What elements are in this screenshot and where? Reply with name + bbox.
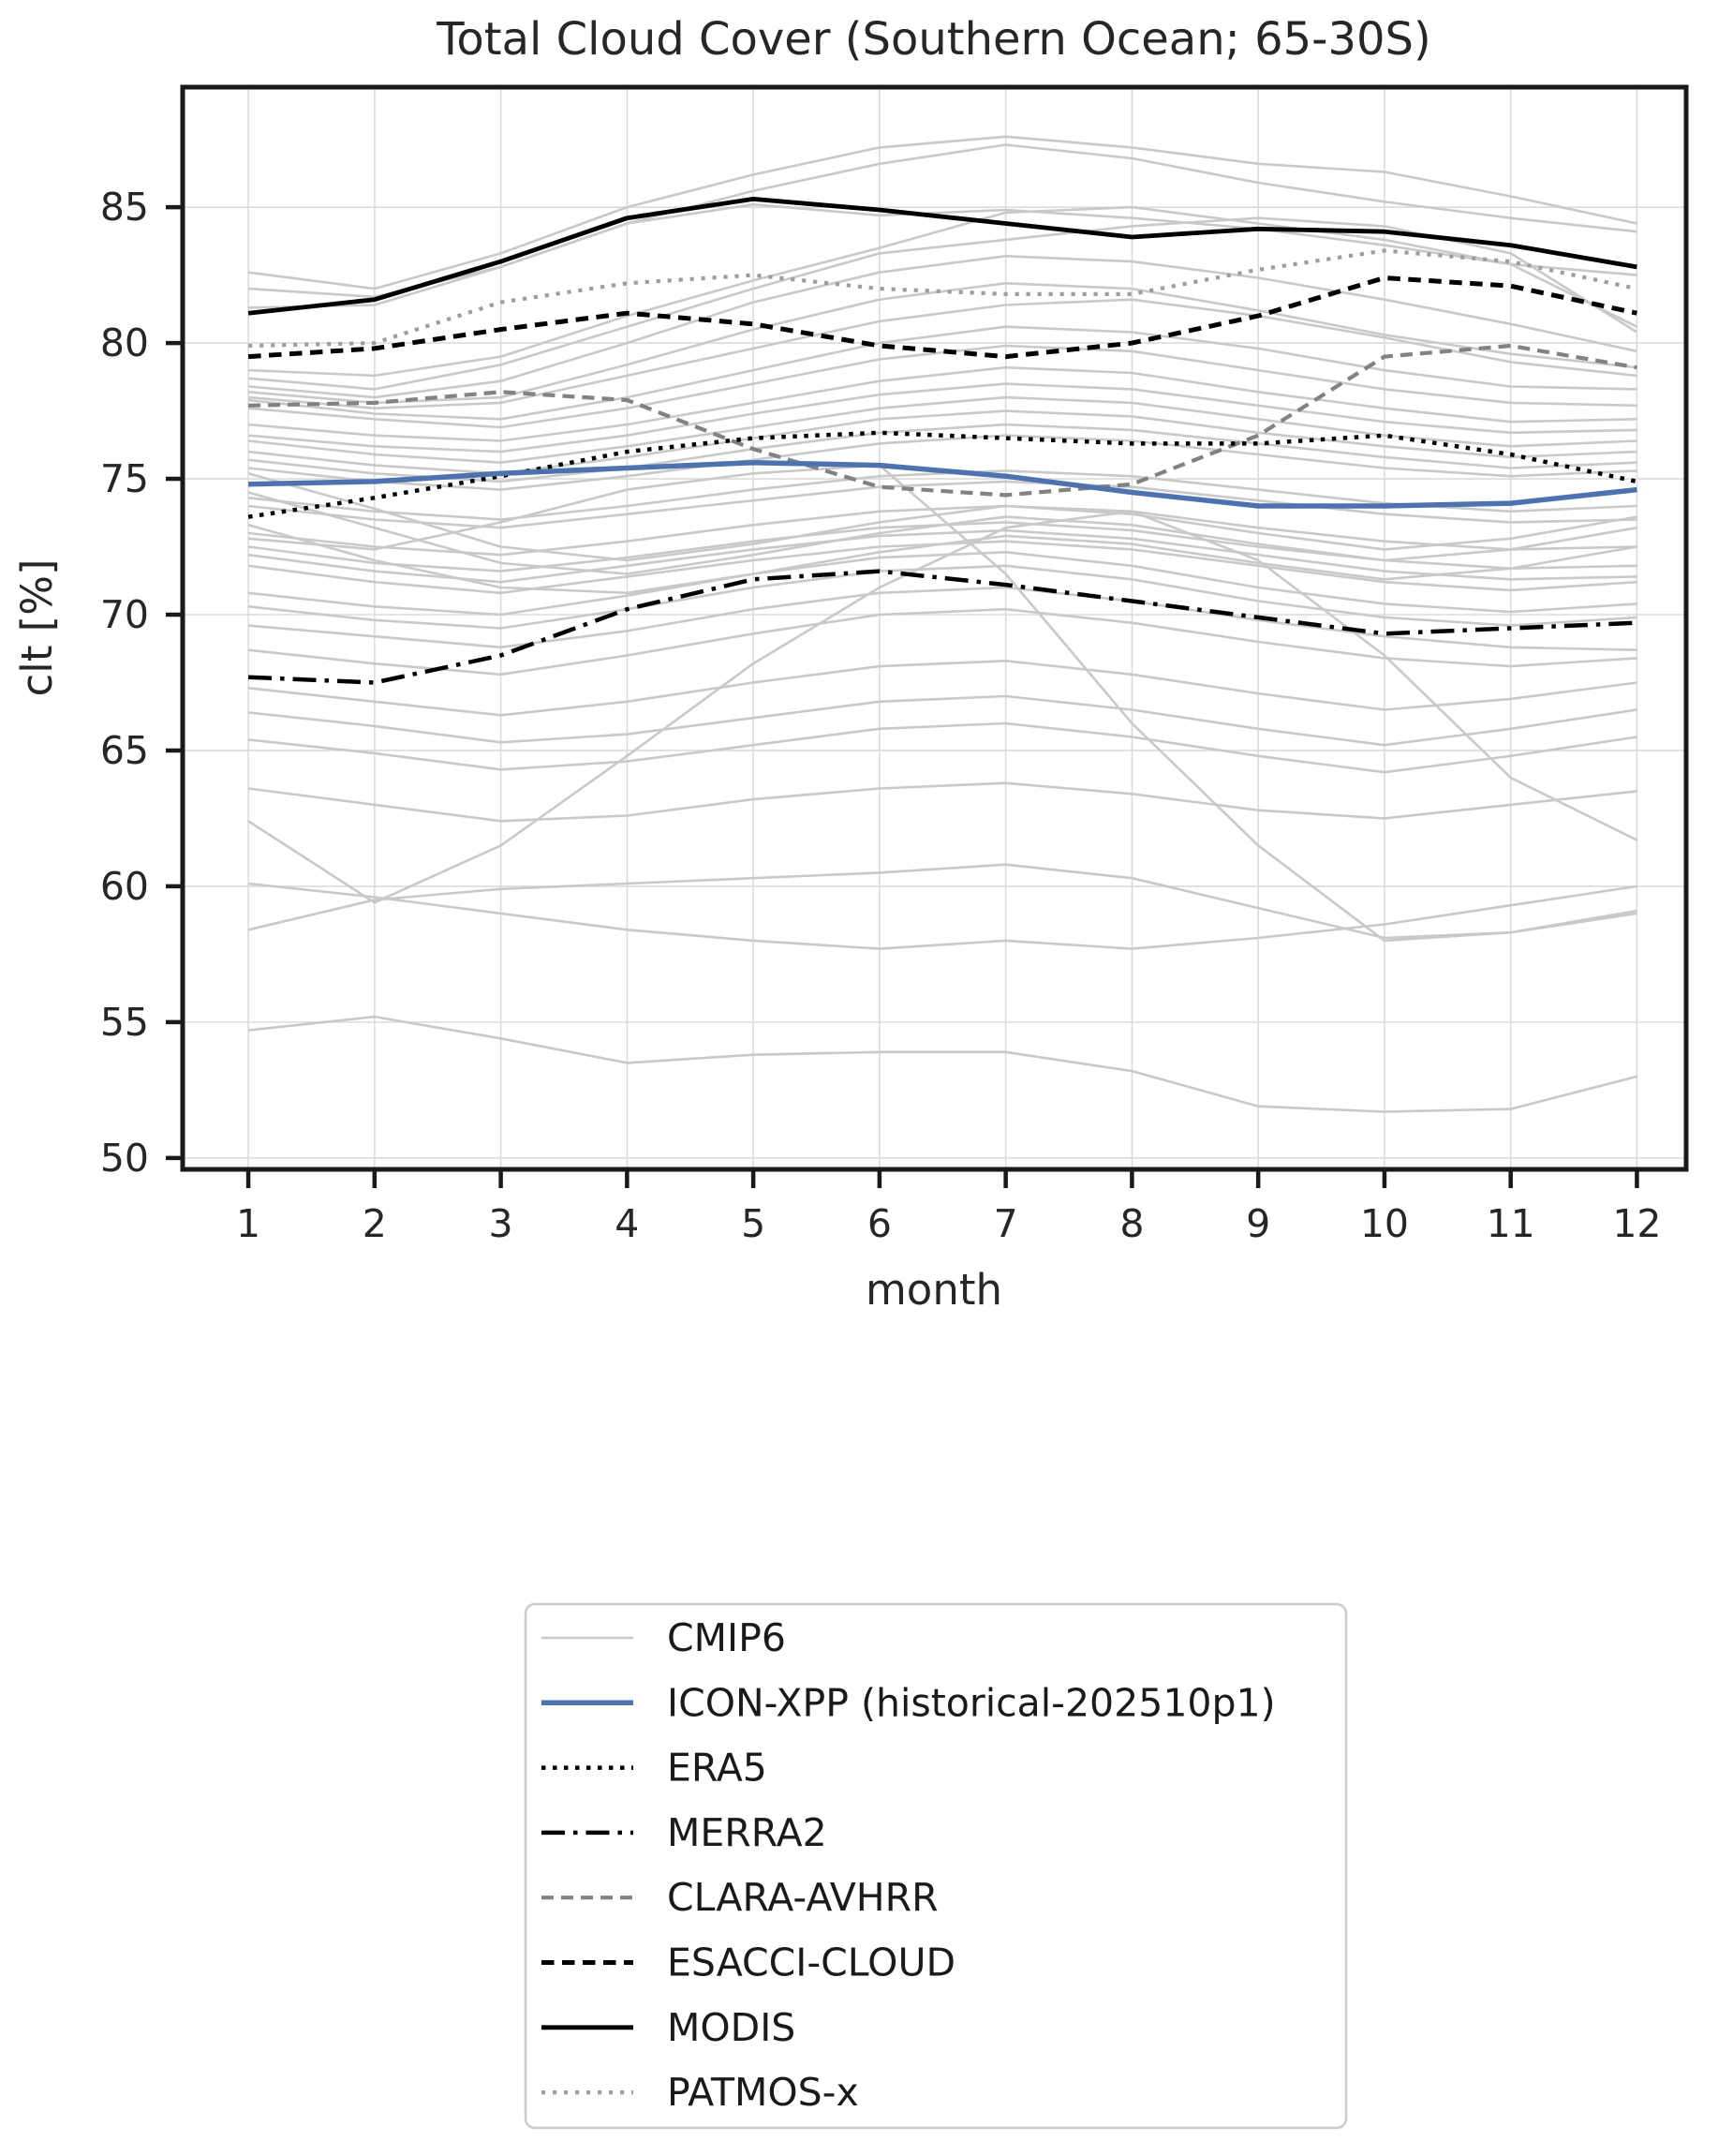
x-tick-label: 8 bbox=[1119, 1201, 1144, 1246]
legend-box bbox=[524, 1602, 1348, 2130]
modis-line bbox=[247, 196, 1637, 316]
x-tick-label: 11 bbox=[1487, 1201, 1535, 1246]
esacci-cloud-line bbox=[247, 275, 1637, 360]
legend-label-cmip6: CMIP6 bbox=[667, 1615, 786, 1660]
cmip6-member-line bbox=[247, 434, 1637, 491]
legend-label-modis: MODIS bbox=[667, 2005, 795, 2050]
x-axis-label: month bbox=[866, 1265, 1002, 1315]
y-tick-label: 70 bbox=[100, 592, 149, 637]
cmip6-member-line bbox=[247, 863, 1637, 940]
axis-text-labels: Total Cloud Cover (Southern Ocean; 65-30… bbox=[12, 13, 1431, 1315]
legend-label-icon-xpp: ICON-XPP (historical-202510p1) bbox=[667, 1680, 1276, 1725]
cmip6-member-line bbox=[247, 472, 1637, 562]
legend-entry-icon-xpp: ICON-XPP (historical-202510p1) bbox=[541, 1680, 1276, 1725]
legend-label-patmos-x: PATMOS-x bbox=[667, 2070, 859, 2115]
cmip6-ensemble-lines bbox=[247, 135, 1638, 1113]
y-tick-label: 65 bbox=[100, 728, 149, 773]
cmip6-member-line bbox=[247, 423, 1637, 483]
cmip6-member-line bbox=[247, 281, 1637, 405]
cmip6-member-line bbox=[247, 1015, 1637, 1113]
x-tick-label: 10 bbox=[1360, 1201, 1409, 1246]
cmip6-member-line bbox=[247, 607, 1637, 677]
cmip6-member-line bbox=[247, 365, 1637, 442]
y-tick-label: 75 bbox=[100, 456, 149, 501]
cmip6-member-line bbox=[247, 216, 1638, 391]
patmos-x-line bbox=[248, 248, 1637, 349]
cmip6-member-line bbox=[248, 205, 1637, 378]
cmip6-member-line bbox=[247, 298, 1637, 410]
x-tick-label: 1 bbox=[236, 1201, 260, 1246]
cmip6-member-line bbox=[247, 721, 1637, 774]
x-tick-label: 7 bbox=[994, 1201, 1018, 1246]
cmip6-member-line bbox=[247, 586, 1637, 651]
cmip6-member-line bbox=[247, 325, 1637, 421]
cmip6-member-line bbox=[248, 202, 1637, 309]
x-tick-label: 3 bbox=[489, 1201, 513, 1246]
cmip6-member-line bbox=[247, 135, 1637, 290]
clara-avhrr-line bbox=[248, 343, 1637, 498]
cmip6-member-line bbox=[247, 550, 1637, 617]
cmip6-member-line bbox=[247, 694, 1637, 747]
legend-entry-patmos-x: PATMOS-x bbox=[541, 2070, 859, 2115]
cmip6-member-line bbox=[247, 564, 1637, 630]
cmip6-member-line bbox=[247, 409, 1637, 475]
y-tick-label: 85 bbox=[100, 185, 149, 230]
cmip6-member-line bbox=[247, 540, 1637, 595]
cmip6-member-line bbox=[247, 781, 1637, 823]
cmip6-member-line bbox=[247, 524, 1637, 595]
cmip6-member-line bbox=[247, 528, 1637, 584]
x-tick-label: 12 bbox=[1612, 1201, 1661, 1246]
y-tick-label: 55 bbox=[100, 1000, 149, 1045]
legend-label-merra2: MERRA2 bbox=[667, 1810, 827, 1855]
legend-entry-era5: ERA5 bbox=[541, 1746, 767, 1791]
y-axis-label: clt [%] bbox=[12, 558, 62, 696]
merra2-line bbox=[248, 569, 1637, 685]
era5-line bbox=[247, 430, 1637, 519]
legend-entry-esacci-cloud: ESACCI-CLOUD bbox=[541, 1940, 955, 1985]
y-tick-label: 50 bbox=[100, 1136, 149, 1181]
legend-entry-modis: MODIS bbox=[541, 2005, 795, 2050]
cmip6-member-line bbox=[247, 395, 1637, 465]
chart-title: Total Cloud Cover (Southern Ocean; 65-30… bbox=[436, 13, 1431, 66]
cmip6-member-line bbox=[247, 464, 1637, 943]
cmip6-member-line bbox=[247, 504, 1637, 557]
named-series-lines bbox=[247, 196, 1637, 685]
cmip6-member-line bbox=[247, 254, 1637, 399]
cmip6-member-line bbox=[247, 882, 1637, 950]
x-tick-label: 4 bbox=[615, 1201, 639, 1246]
plot-border bbox=[180, 84, 1689, 1172]
grid-lines bbox=[183, 87, 1686, 1169]
legend-entry-merra2: MERRA2 bbox=[541, 1810, 827, 1855]
cmip6-member-line bbox=[247, 344, 1637, 429]
icon-xpp-line bbox=[248, 459, 1637, 509]
legend-label-clara-avhrr: CLARA-AVHRR bbox=[667, 1875, 939, 1920]
cmip6-member-line bbox=[247, 521, 1637, 572]
legend-label-era5: ERA5 bbox=[667, 1746, 767, 1791]
y-tick-label: 60 bbox=[100, 864, 149, 909]
legend-label-esacci-cloud: ESACCI-CLOUD bbox=[667, 1940, 955, 1985]
cmip6-member-line bbox=[247, 659, 1637, 717]
x-tick-label: 6 bbox=[867, 1201, 892, 1246]
cmip6-member-line bbox=[247, 510, 1637, 904]
y-tick-label: 80 bbox=[100, 320, 149, 365]
cmip6-member-line bbox=[247, 382, 1637, 454]
legend-entry-clara-avhrr: CLARA-AVHRR bbox=[541, 1875, 939, 1920]
legend-entry-cmip6: CMIP6 bbox=[541, 1615, 786, 1660]
x-tick-label: 9 bbox=[1246, 1201, 1270, 1246]
x-tick-label: 2 bbox=[363, 1201, 387, 1246]
cmip6-member-line bbox=[248, 143, 1637, 299]
x-tick-label: 5 bbox=[741, 1201, 765, 1246]
legend: CMIP6 ICON-XPP (historical-202510p1) ERA5 M… bbox=[524, 1602, 1348, 2130]
